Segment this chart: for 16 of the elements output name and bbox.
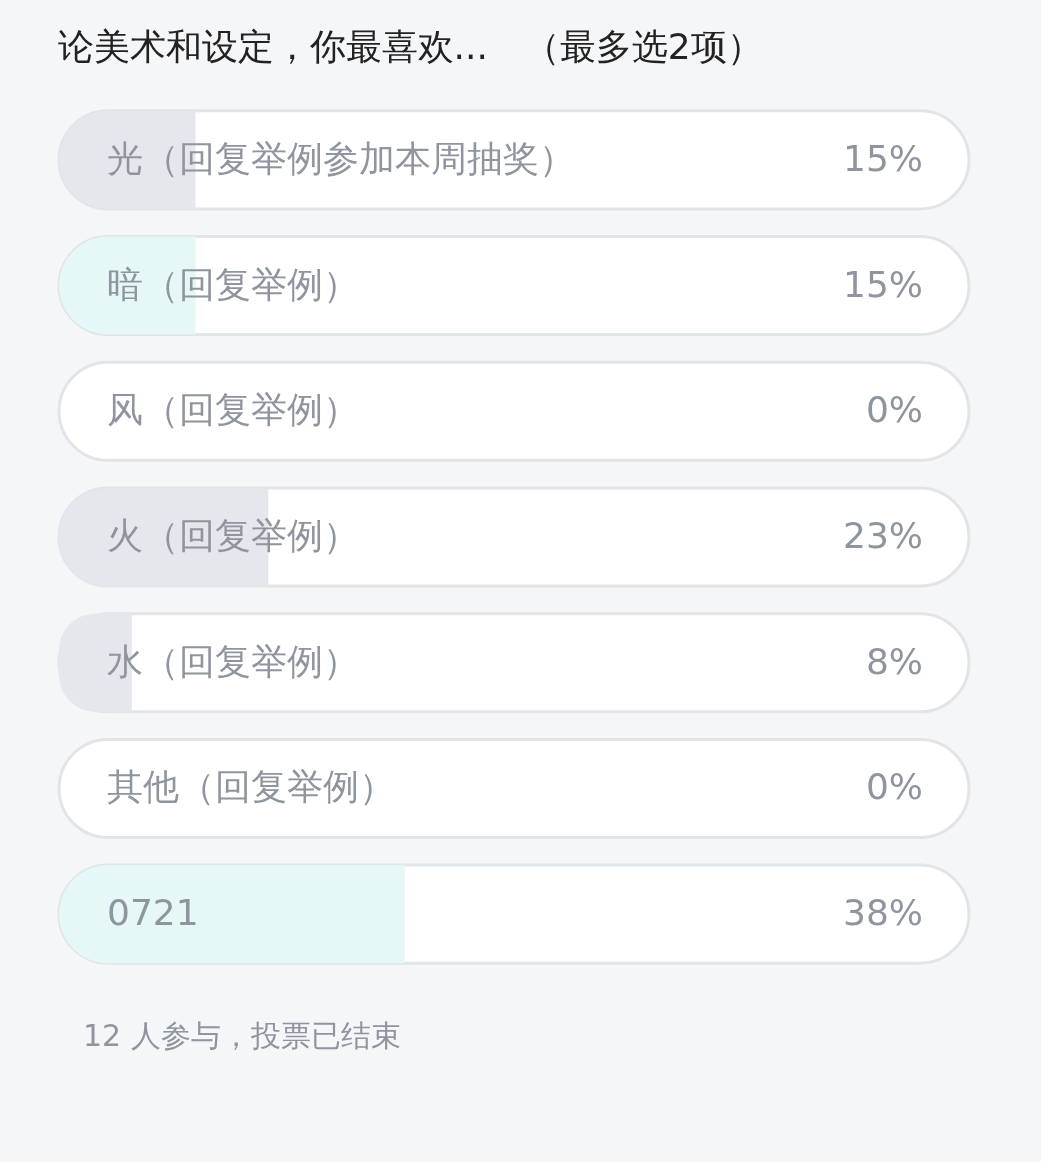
y-tick-label: 火（回复举例） — [107, 515, 359, 556]
data-label: 15% — [842, 263, 923, 305]
y-tick-label: 风（回复举例） — [107, 389, 359, 431]
y-tick-label: 0721 — [107, 892, 199, 934]
data-label: 0% — [865, 766, 923, 808]
data-label: 8% — [865, 640, 923, 682]
y-tick-label: 其他（回复举例） — [107, 766, 395, 808]
chart-title: 论美术和设定，你最喜欢... （最多选2项） — [57, 26, 763, 67]
y-tick-label: 暗（回复举例） — [107, 263, 359, 305]
text: 12 人参与，投票已结束 — [83, 1018, 401, 1053]
data-label: 23% — [842, 515, 923, 556]
data-label: 0% — [865, 389, 923, 431]
data-label: 38% — [842, 892, 923, 934]
y-tick-label: 水（回复举例） — [107, 640, 359, 682]
data-label: 15% — [842, 137, 923, 179]
y-tick-label: 光（回复举例参加本周抽奖） — [107, 137, 575, 179]
